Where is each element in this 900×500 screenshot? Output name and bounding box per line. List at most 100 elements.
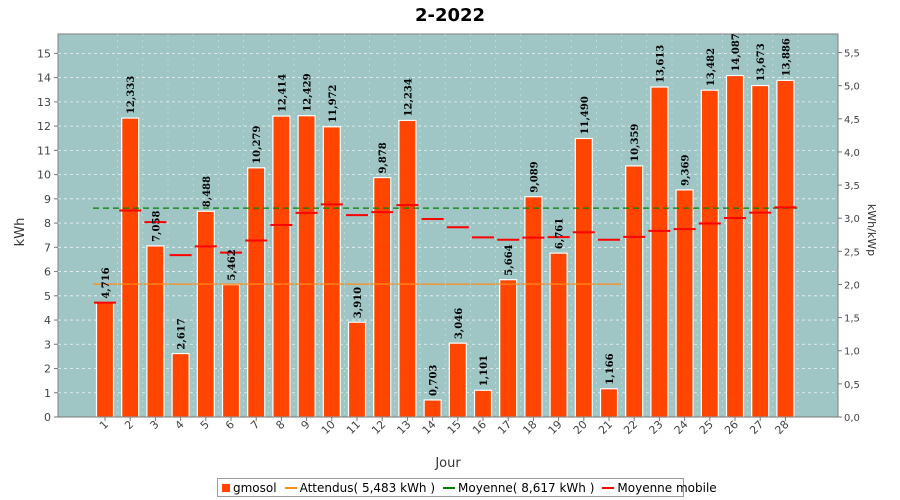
- y-tick-label: 1: [44, 387, 51, 400]
- y-tick-label: 7: [44, 241, 51, 254]
- y2-tick-label: 0,0: [844, 413, 860, 424]
- y2-axis-label: kWh/kWp: [865, 204, 878, 256]
- x-tick-label: 11: [344, 418, 363, 437]
- bar: [524, 196, 543, 418]
- data-label: 10,359: [630, 124, 641, 162]
- y-tick-label: 15: [37, 47, 51, 60]
- x-tick-label: 14: [420, 418, 439, 437]
- x-tick-label: 22: [621, 418, 640, 437]
- data-label: 3,910: [353, 287, 364, 318]
- data-label: 12,333: [126, 76, 137, 114]
- legend-label-moyenne: Moyenne( 8,617 kWh ): [458, 480, 595, 495]
- y-tick-label: 14: [37, 72, 51, 85]
- y2-tick-label: 2,0: [844, 280, 860, 291]
- y2-tick-label: 1,0: [844, 347, 860, 358]
- y2-tick-label: 3,0: [844, 214, 860, 225]
- bar: [625, 165, 644, 418]
- bar: [95, 302, 115, 418]
- data-label: 13,613: [655, 45, 666, 83]
- legend-item-gmosol: gmosol: [222, 481, 277, 495]
- data-label: 3,046: [454, 308, 465, 339]
- bar: [398, 119, 417, 418]
- x-tick-label: 27: [747, 418, 766, 437]
- x-tick-label: 15: [445, 418, 464, 437]
- x-tick-label: 21: [596, 418, 615, 437]
- bar: [247, 167, 266, 418]
- legend-label-gmosol: gmosol: [233, 480, 277, 495]
- y2-tick-label: 5,5: [844, 49, 860, 60]
- x-tick-label: 9: [299, 418, 313, 432]
- bar: [574, 137, 593, 418]
- bar: [146, 245, 165, 418]
- legend-swatch-attendus: [284, 486, 297, 489]
- chart-title: 2-2022: [415, 5, 485, 26]
- x-tick-label: 28: [772, 418, 791, 437]
- legend-swatch-gmosol: [222, 483, 230, 492]
- data-label: 7,058: [151, 211, 162, 242]
- x-tick-label: 24: [672, 418, 691, 437]
- y-tick-label: 6: [44, 266, 51, 279]
- bar: [751, 84, 770, 418]
- x-tick-label: 7: [248, 418, 262, 432]
- bar: [221, 283, 241, 418]
- x-axis-label: Jour: [434, 456, 461, 471]
- y-tick-label: 10: [37, 169, 51, 182]
- x-tick-label: 18: [520, 418, 539, 437]
- bar: [473, 389, 493, 418]
- x-tick-label: 12: [369, 418, 388, 437]
- x-tick-label: 13: [394, 418, 413, 437]
- bar: [549, 252, 568, 418]
- y2-tick-label: 5,0: [844, 82, 860, 93]
- data-label: 8,488: [202, 176, 213, 207]
- x-tick-label: 3: [147, 418, 161, 432]
- y-axis-label: kWh: [13, 218, 28, 247]
- data-label: 13,673: [756, 43, 767, 81]
- bar: [675, 189, 694, 418]
- legend-label-attendus: Attendus( 5,483 kWh ): [299, 480, 436, 495]
- y2-tick-label: 2,5: [844, 247, 860, 258]
- data-label: 5,664: [504, 244, 515, 275]
- x-tick-label: 5: [198, 418, 212, 432]
- bar: [776, 79, 795, 418]
- x-tick-label: 26: [722, 418, 741, 437]
- y-tick-label: 0: [44, 411, 51, 424]
- y2-tick-label: 3,5: [844, 181, 860, 192]
- y2-tick-label: 4,5: [844, 115, 860, 126]
- x-tick-label: 10: [319, 418, 338, 437]
- x-tick-label: 17: [495, 418, 514, 437]
- y-tick-label: 11: [37, 144, 51, 157]
- x-tick-label: 23: [646, 418, 665, 437]
- y2-tick-label: 1,5: [844, 314, 860, 325]
- x-tick-label: 20: [571, 418, 590, 437]
- data-label: 12,429: [303, 73, 314, 111]
- x-tick-label: 6: [223, 418, 237, 432]
- y-tick-label: 13: [37, 96, 51, 109]
- legend-item-moyenne-mobile: Moyenne mobile: [602, 481, 717, 495]
- data-label: 13,482: [706, 48, 717, 86]
- y-tick-label: 12: [37, 120, 51, 133]
- bar: [297, 115, 316, 418]
- legend: gmosol Attendus( 5,483 kWh ) Moyenne( 8,…: [217, 478, 717, 497]
- bar: [373, 176, 392, 418]
- data-label: 5,462: [227, 249, 238, 280]
- y-tick-label: 3: [44, 338, 51, 351]
- data-label: 11,490: [580, 96, 591, 134]
- data-label: 12,234: [403, 78, 414, 116]
- x-tick-label: 4: [173, 418, 187, 432]
- bar: [499, 279, 518, 418]
- bar: [347, 321, 367, 418]
- x-tick-label: 8: [273, 418, 287, 432]
- bar: [700, 89, 719, 418]
- bar: [322, 126, 341, 418]
- bar: [725, 74, 745, 418]
- data-label: 9,369: [681, 155, 692, 186]
- bar: [650, 86, 669, 418]
- data-label: 12,414: [277, 74, 288, 112]
- y-tick-label: 2: [44, 363, 51, 376]
- data-label: 1,166: [605, 353, 616, 384]
- x-tick-label: 25: [697, 418, 716, 437]
- data-label: 1,101: [479, 355, 490, 386]
- bar: [599, 388, 619, 418]
- data-label: 9,878: [378, 142, 389, 173]
